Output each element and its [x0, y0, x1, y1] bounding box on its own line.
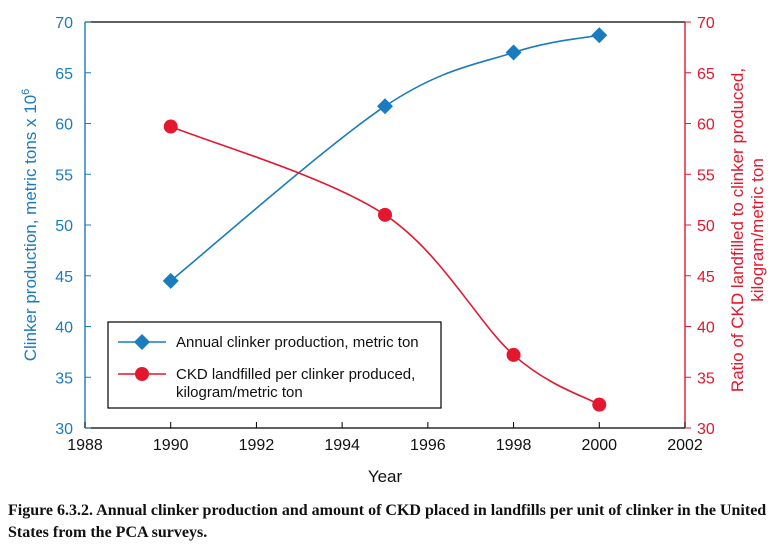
right-y-tick-label: 55: [697, 167, 715, 184]
clinker-production-point: [162, 272, 179, 289]
x-tick-label: 1988: [67, 437, 103, 454]
right-y-tick-label: 40: [697, 320, 715, 337]
left-y-tick-label: 55: [55, 167, 73, 184]
legend-box: [107, 321, 442, 409]
right-y-tick-label: 65: [697, 66, 715, 83]
x-tick-label: 2000: [581, 437, 617, 454]
x-tick-label: 1990: [153, 437, 189, 454]
left-y-tick-label: 60: [55, 117, 73, 134]
ckd-landfilled-ratio-point: [506, 347, 521, 362]
left-y-axis-title: Clinker production, metric tons x 106: [20, 89, 40, 362]
figure-caption: Figure 6.3.2. Annual clinker production …: [8, 502, 767, 541]
left-y-tick-label: 35: [55, 370, 73, 387]
legend-clinker-production-label: Annual clinker production, metric ton: [176, 334, 419, 351]
chart: 1988 1990 1992 1994 1996 1998 2000 2002 Year 30 35…: [20, 15, 767, 486]
x-tick-label: 1998: [496, 437, 532, 454]
x-axis-title: Year: [368, 467, 403, 486]
legend-ckd-landfilled-ratio-marker: [135, 367, 149, 381]
ckd-landfilled-ratio-point: [592, 397, 607, 412]
clinker-production-point: [505, 44, 522, 61]
x-tick-label: 1992: [239, 437, 275, 454]
left-y-tick-label: 65: [55, 66, 73, 83]
ckd-landfilled-ratio-line: [170, 125, 600, 406]
right-y-tick-label: 50: [697, 218, 715, 235]
right-y-tick-label: 60: [697, 117, 715, 134]
left-y-tick-label: 45: [55, 269, 73, 286]
ckd-landfilled-ratio-point: [378, 207, 392, 222]
x-tick-label: 2002: [667, 437, 703, 454]
right-y-tick-label: 35: [697, 370, 715, 387]
right-y-tick-label: 30: [697, 421, 715, 438]
axes: 1988 1990 1992 1994 1996 1998 2000 2002 Year 30 35…: [20, 15, 767, 486]
right-y-axis-title: Ratio of CKD landfilled to clinker produ…: [728, 68, 767, 392]
ckd-landfilled-ratio-point: [163, 119, 178, 134]
legend: Annual clinker production, metric ton CKD…: [107, 321, 442, 409]
legend-ckd-landfilled-ratio-label: CKD landfilled per clinker produced, kilo…: [176, 366, 415, 401]
clinker-production-point: [377, 98, 393, 115]
left-y-tick-label: 40: [55, 320, 73, 337]
clinker-production-point: [591, 27, 608, 44]
right-y-tick-label: 45: [697, 269, 715, 286]
left-y-tick-label: 30: [55, 421, 73, 438]
left-y-tick-label: 50: [55, 218, 73, 235]
left-y-tick-label: 70: [55, 15, 73, 32]
series-layer: [162, 27, 608, 412]
legend-clinker-production-marker: [134, 334, 150, 350]
x-tick-label: 1996: [410, 437, 446, 454]
x-tick-label: 1994: [324, 437, 360, 454]
clinker-production-line: [170, 34, 600, 282]
right-y-tick-label: 70: [697, 15, 715, 32]
